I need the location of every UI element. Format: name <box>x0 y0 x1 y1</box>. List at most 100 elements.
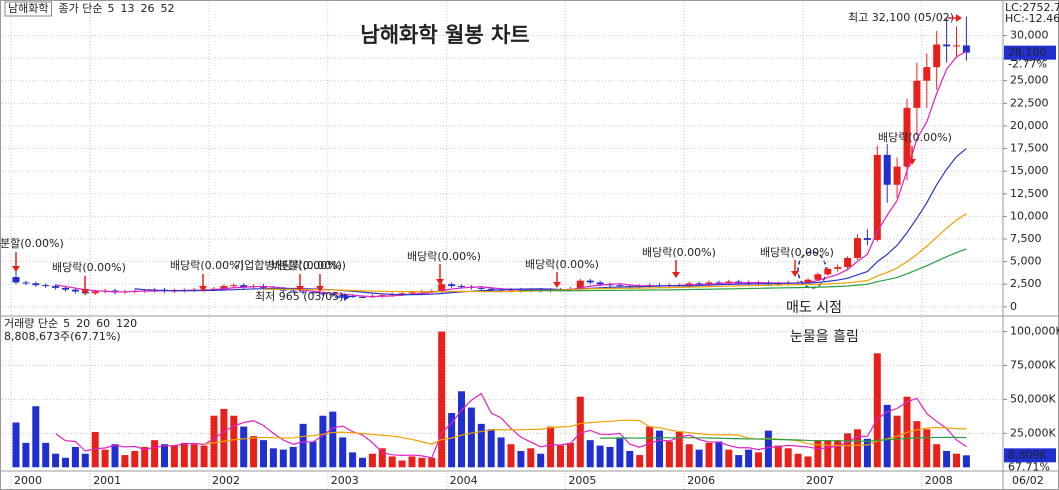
volume-bar <box>52 453 60 468</box>
volume-bar <box>309 441 317 468</box>
volume-bar <box>458 391 465 468</box>
event-arrowhead <box>316 286 324 292</box>
volume-bar <box>923 429 931 468</box>
volume-bar <box>91 432 99 468</box>
volume-bar <box>71 446 79 468</box>
volume-bar <box>180 442 188 468</box>
candle-body <box>220 286 228 289</box>
volume-bar <box>111 444 119 468</box>
volume-bar <box>863 438 871 468</box>
candle-body <box>507 289 515 291</box>
y-tick-label: 22,500 <box>1010 96 1049 109</box>
candle-body <box>299 291 307 293</box>
volume-bar <box>784 448 792 468</box>
candle-body <box>487 288 495 290</box>
volume-bar <box>695 449 703 468</box>
x-tick-label: 2007 <box>806 474 834 487</box>
x-tick-label: 2002 <box>212 474 240 487</box>
volume-bar <box>121 455 129 468</box>
volume-bar <box>745 449 753 468</box>
volume-bar <box>557 445 564 468</box>
candle-body <box>913 80 921 108</box>
volume-bar <box>42 442 50 468</box>
candle-body <box>804 279 812 283</box>
candle-body <box>309 292 317 294</box>
candle-body <box>91 291 99 294</box>
volume-bar <box>418 457 426 468</box>
event-arrowhead <box>436 279 444 285</box>
volume-bar <box>636 455 644 468</box>
candle-body <box>42 285 50 287</box>
volume-bar <box>200 445 208 468</box>
event-arrowhead <box>553 282 561 288</box>
candle-body <box>71 289 79 292</box>
candle-body <box>329 294 337 296</box>
candle-body <box>477 287 485 289</box>
legend-entry: 13 <box>120 2 134 15</box>
y-tick-label: 15,000 <box>1010 164 1049 177</box>
ratio-label: 67.71% <box>1008 460 1050 473</box>
candle-body <box>289 290 297 292</box>
volume-bar <box>883 404 891 468</box>
event-label: 배당락(0.00%) <box>642 246 716 259</box>
volume-bar <box>141 446 149 468</box>
low-arrowhead <box>344 293 350 301</box>
volume-bar <box>368 453 376 468</box>
volume-bar <box>794 453 802 468</box>
volume-bar <box>685 444 693 468</box>
candle-body <box>576 280 584 289</box>
volume-bar <box>467 407 475 468</box>
volume-bar <box>438 331 446 468</box>
y-tick-label: 30,000 <box>1010 28 1049 41</box>
volume-bar <box>329 411 337 468</box>
y-tick-label: 12,500 <box>1010 187 1049 200</box>
note: 매도 시점 <box>786 300 842 316</box>
volume-bar <box>715 441 723 468</box>
candle-body <box>596 282 604 285</box>
volume-bar <box>388 456 396 468</box>
y-tick-label: 25,000 <box>1010 74 1049 87</box>
volume-bar <box>764 430 772 468</box>
candle-body <box>22 282 30 284</box>
volume-bar <box>725 449 733 468</box>
candle-body <box>883 154 891 185</box>
candle-body <box>586 280 594 283</box>
event-label: 배당락(0.00%) <box>878 131 952 144</box>
volume-bar <box>586 440 594 468</box>
volume-bar <box>190 444 198 468</box>
x-tick-label: 2004 <box>450 474 478 487</box>
volume-bar <box>755 452 762 468</box>
ma-line <box>134 148 967 296</box>
event-label: 분할(0.00%) <box>0 237 64 250</box>
volume-bar <box>22 442 30 468</box>
volume-bar <box>250 436 258 468</box>
event-arrowhead <box>199 286 207 292</box>
candle-body <box>873 154 881 240</box>
volume-bar <box>893 415 901 468</box>
candle-body <box>834 267 842 269</box>
volume-bar <box>517 451 525 468</box>
candle-body <box>893 166 901 185</box>
volume-bar <box>774 445 782 468</box>
volume-bar <box>804 456 812 468</box>
legend-entry: 20 <box>76 317 90 330</box>
y-tick-label: 5,000 <box>1010 255 1042 268</box>
y-tick-label: 7,500 <box>1010 232 1042 245</box>
legend-entry: 26 <box>140 2 154 15</box>
volume-bar <box>32 406 40 468</box>
candle-body <box>359 296 366 298</box>
volume-bar <box>81 453 89 468</box>
volume-bar <box>210 415 218 468</box>
event-arrowhead <box>672 272 680 278</box>
candle-body <box>32 283 40 286</box>
event-label: 배당락(0.00%) <box>52 261 126 274</box>
volume-bar <box>834 440 842 468</box>
volume-bar <box>349 452 357 468</box>
volume-bar <box>665 441 673 468</box>
y-tick-label: 2,500 <box>1010 277 1042 290</box>
volume-bar <box>260 440 267 468</box>
event-label: 배당락(0.00%) <box>525 258 599 271</box>
event-label: 배당락(0.00%) <box>407 250 481 263</box>
volume-bar <box>269 448 277 468</box>
volume-bar <box>101 449 109 468</box>
